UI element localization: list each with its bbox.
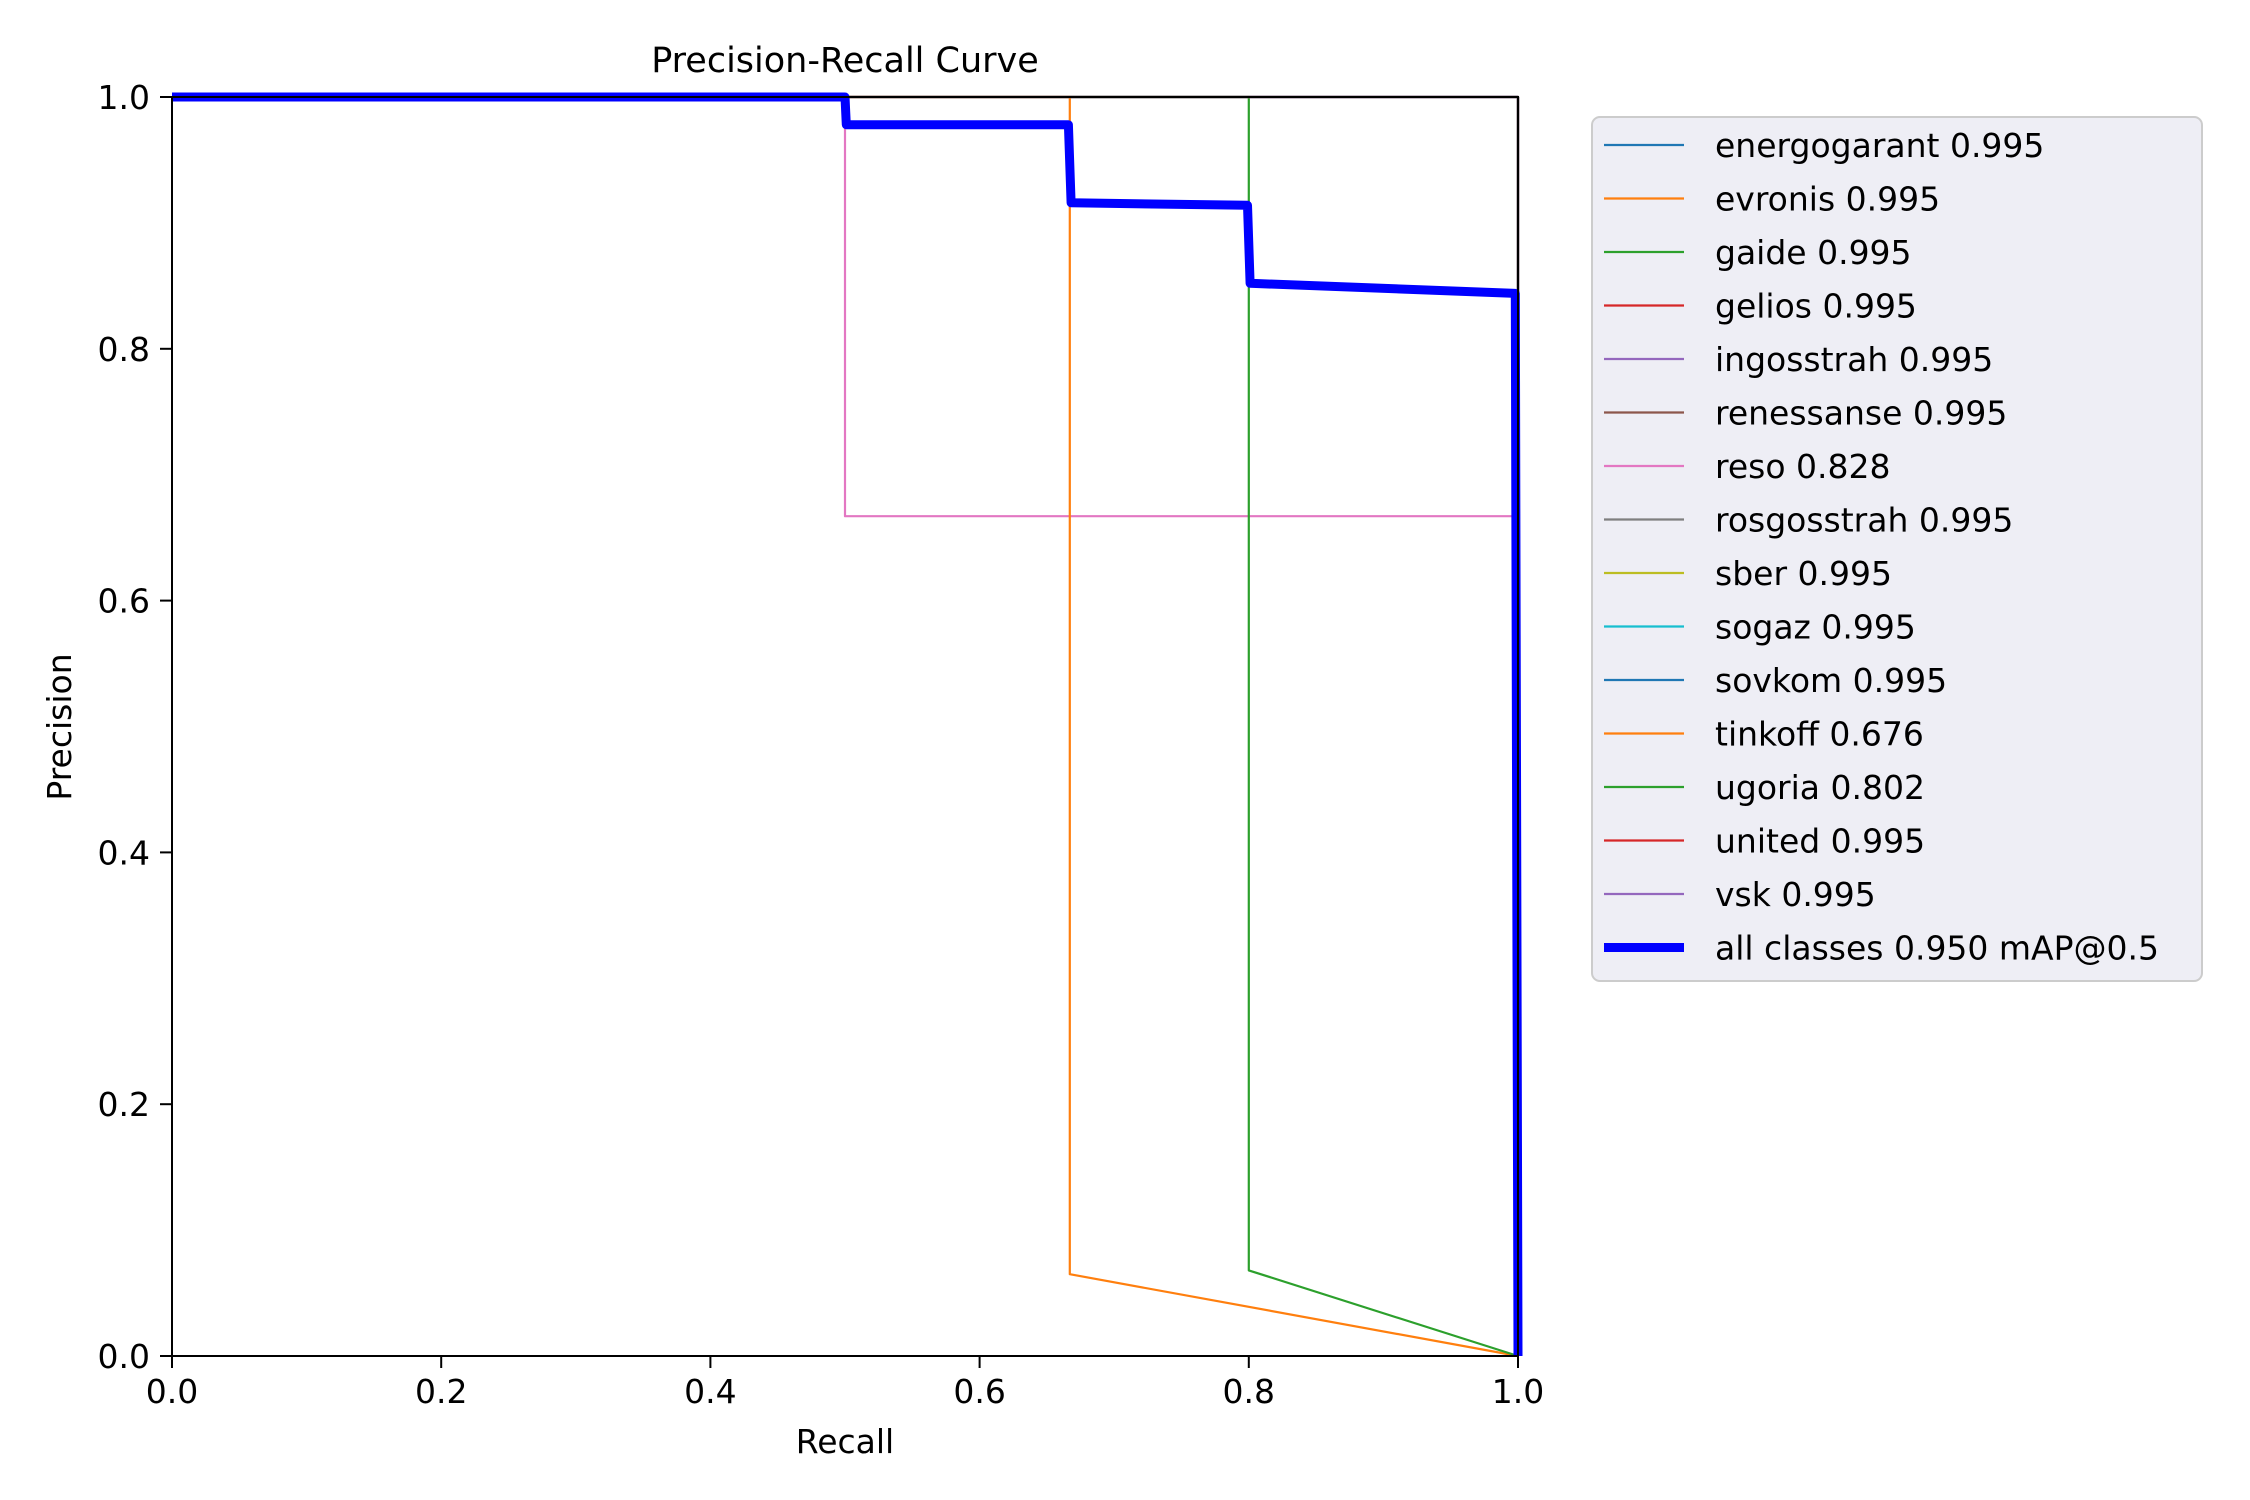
- legend-label: reso 0.828: [1715, 447, 1891, 486]
- legend-label: all classes 0.950 mAP@0.5: [1715, 929, 2159, 968]
- legend-label: sovkom 0.995: [1715, 661, 1947, 700]
- legend-label: vsk 0.995: [1715, 875, 1876, 914]
- legend-label: rosgosstrah 0.995: [1715, 501, 2013, 540]
- legend-box: [1591, 116, 2203, 982]
- x-tick-label: 0.2: [415, 1372, 467, 1411]
- legend-label: ingosstrah 0.995: [1715, 340, 1993, 379]
- x-tick-label: 0.8: [1223, 1372, 1275, 1411]
- legend-label: sogaz 0.995: [1715, 608, 1916, 647]
- y-tick-label: 0.2: [98, 1085, 150, 1124]
- x-axis-label: Recall: [796, 1422, 894, 1461]
- legend-label: ugoria 0.802: [1715, 768, 1925, 807]
- legend-label: energogarant 0.995: [1715, 126, 2044, 165]
- y-tick-label: 0.8: [98, 330, 150, 369]
- legend: energogarant 0.995 evronis 0.995 gaide 0.9…: [1591, 116, 2203, 982]
- y-tick-label: 1.0: [98, 78, 150, 117]
- plot-frame: [171, 96, 1519, 1357]
- legend-label: gelios 0.995: [1715, 287, 1917, 326]
- x-tick-label: 1.0: [1492, 1372, 1544, 1411]
- x-tick-label: 0.4: [684, 1372, 736, 1411]
- y-tick-label: 0.6: [98, 582, 150, 621]
- series-line-15: [172, 92, 1523, 1357]
- legend-label: united 0.995: [1715, 822, 1925, 861]
- y-tick-label: 0.0: [98, 1337, 150, 1376]
- y-axis-label: Precision: [40, 653, 79, 800]
- legend-label: renessanse 0.995: [1715, 394, 2007, 433]
- legend-label: tinkoff 0.676: [1715, 715, 1924, 754]
- legend-label: gaide 0.995: [1715, 233, 1912, 272]
- y-tick-label: 0.4: [98, 833, 150, 872]
- chart-title: Precision-Recall Curve: [651, 41, 1039, 81]
- y-axis-ticks: 0.0 0.2 0.4 0.6 0.8 1.0: [98, 78, 172, 1376]
- x-tick-label: 0.6: [953, 1372, 1005, 1411]
- x-axis-ticks: 0.0 0.2 0.4 0.6 0.8 1.0: [146, 1356, 1544, 1411]
- legend-label: sber 0.995: [1715, 554, 1892, 593]
- legend-label: evronis 0.995: [1715, 180, 1940, 219]
- x-tick-label: 0.0: [146, 1372, 198, 1411]
